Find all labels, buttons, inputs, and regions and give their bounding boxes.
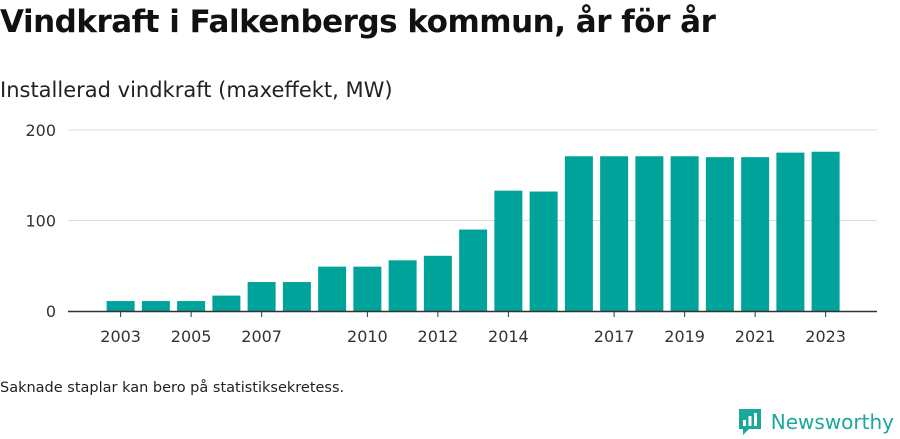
brand-name: Newsworthy [770,410,894,434]
x-tick-label: 2005 [171,327,212,346]
bar-2019 [670,156,699,311]
bar-2008 [282,282,311,311]
bar-2007 [247,282,276,311]
x-tick-label: 2017 [594,327,635,346]
chart-subtitle: Installerad vindkraft (maxeffekt, MW) [0,78,393,102]
x-tick-label: 2014 [488,327,529,346]
bar-2011 [388,260,417,311]
x-tick-label: 2010 [347,327,388,346]
bar-2003 [106,301,135,311]
x-tick-label: 2023 [805,327,846,346]
bar-2005 [177,301,206,311]
bar-chart: 0 100 200 2003 2005 2007 2010 2012 2014 2017 2019 2… [25,121,877,346]
bar-2018 [635,156,664,311]
bar-2004 [141,301,170,311]
x-tick-label: 2007 [241,327,282,346]
x-tick-label: 2019 [664,327,705,346]
bar-2022 [776,152,805,311]
y-tick-label: 0 [46,302,56,321]
brand-logo: Newsworthy [737,405,894,439]
bar-2012 [423,255,452,311]
bar-2013 [459,229,488,311]
bar-2009 [318,266,347,311]
bar-2020 [705,157,734,311]
bar-2014 [494,190,523,311]
bar-2015 [529,191,558,311]
bar-2010 [353,266,382,311]
footnote: Saknade staplar kan bero på statistiksek… [0,380,345,396]
x-tick-label: 2021 [735,327,776,346]
bar-2017 [600,156,629,311]
bar-2016 [564,156,593,311]
bar-2006 [212,295,241,311]
chart-title: Vindkraft i Falkenbergs kommun, år för å… [0,4,716,40]
newsworthy-logo-icon [738,409,761,435]
y-tick-label: 100 [25,212,56,231]
bar-2023 [811,151,840,311]
bar-2021 [741,157,770,311]
x-tick-label: 2003 [100,327,141,346]
x-tick-label: 2012 [418,327,459,346]
y-tick-label: 200 [25,121,56,140]
